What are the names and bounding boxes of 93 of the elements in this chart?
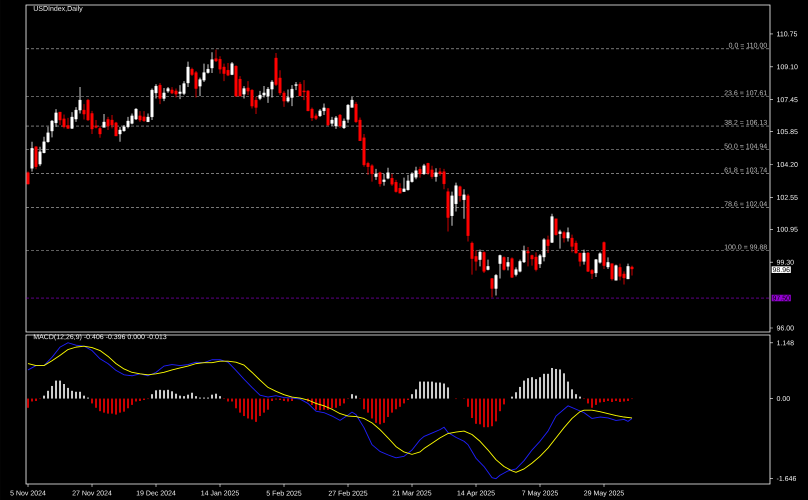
candlestick (250, 88, 254, 109)
candlestick (462, 188, 466, 220)
candlestick (414, 166, 418, 180)
candlestick (230, 62, 234, 76)
candlestick (62, 114, 66, 129)
candlestick (334, 116, 338, 130)
candlestick (322, 103, 326, 116)
candlestick (554, 218, 558, 236)
candlestick (210, 52, 214, 74)
candlestick (394, 179, 398, 194)
candlestick (626, 263, 630, 280)
candlestick (406, 174, 410, 192)
candlestick (82, 104, 86, 120)
candlestick (326, 107, 330, 126)
candlestick (66, 117, 70, 130)
candlestick (622, 270, 626, 285)
candlestick (58, 112, 62, 126)
candlestick (98, 126, 102, 138)
candlestick (478, 249, 482, 267)
candlestick (454, 182, 458, 212)
candlestick (242, 86, 246, 99)
candlestick (34, 146, 38, 170)
candlestick (226, 62, 230, 77)
candlestick (386, 167, 390, 180)
candlestick (510, 257, 514, 278)
candlestick (498, 254, 502, 279)
candlestick (382, 173, 386, 186)
candlestick (218, 56, 222, 74)
candlestick (418, 166, 422, 178)
candlestick (330, 116, 334, 126)
candlestick (262, 86, 266, 98)
candlestick (562, 230, 566, 243)
candlestick (346, 104, 350, 124)
candlestick (298, 82, 302, 97)
candlestick (426, 162, 430, 176)
candlestick (258, 90, 262, 100)
candlestick (290, 84, 294, 106)
candlestick (630, 265, 634, 276)
candlestick (534, 252, 538, 272)
candlestick (582, 249, 586, 265)
candlestick (270, 80, 274, 98)
candlestick (482, 251, 486, 274)
candlestick (570, 234, 574, 253)
candlestick (606, 257, 610, 270)
candlestick (30, 141, 34, 172)
candlestick (486, 259, 490, 271)
candlestick (458, 185, 462, 202)
candlestick (26, 171, 30, 185)
candlestick (134, 108, 138, 120)
candlestick (202, 63, 206, 82)
candlestick (502, 256, 506, 271)
candlestick (434, 168, 438, 182)
candlestick (402, 177, 406, 192)
candlestick (294, 82, 298, 91)
candlestick (138, 110, 142, 122)
candlestick (566, 227, 570, 242)
candlestick (506, 256, 510, 271)
candlestick (158, 82, 162, 104)
candlestick (126, 116, 130, 129)
candlestick (178, 84, 182, 100)
candlestick (526, 246, 530, 267)
candlestick (602, 241, 606, 270)
candlestick (422, 164, 426, 176)
candlestick (470, 241, 474, 275)
candlestick (370, 164, 374, 182)
candlestick (542, 238, 546, 262)
candlestick (398, 182, 402, 194)
candlestick (618, 263, 622, 281)
candlestick (614, 264, 618, 281)
candlestick (118, 126, 122, 142)
candlestick (70, 112, 74, 130)
candlestick (374, 168, 378, 180)
candlestick (442, 168, 446, 190)
candlestick (102, 114, 106, 128)
candlestick (142, 110, 146, 122)
candlestick (194, 70, 198, 98)
candlestick (610, 263, 614, 281)
candlestick (586, 252, 590, 272)
candlestick (222, 63, 226, 82)
candlestick (114, 121, 118, 136)
candlestick (530, 254, 534, 266)
candlestick (378, 171, 382, 188)
candlestick (342, 118, 346, 130)
candlestick (54, 108, 58, 128)
candlestick (106, 116, 110, 130)
candlestick (546, 235, 550, 254)
candlestick (338, 114, 342, 128)
candlestick (490, 278, 494, 298)
candlestick (162, 88, 166, 102)
candlestick (286, 89, 290, 103)
candlestick (558, 229, 562, 250)
candlestick (494, 274, 498, 296)
candlestick (430, 165, 434, 180)
